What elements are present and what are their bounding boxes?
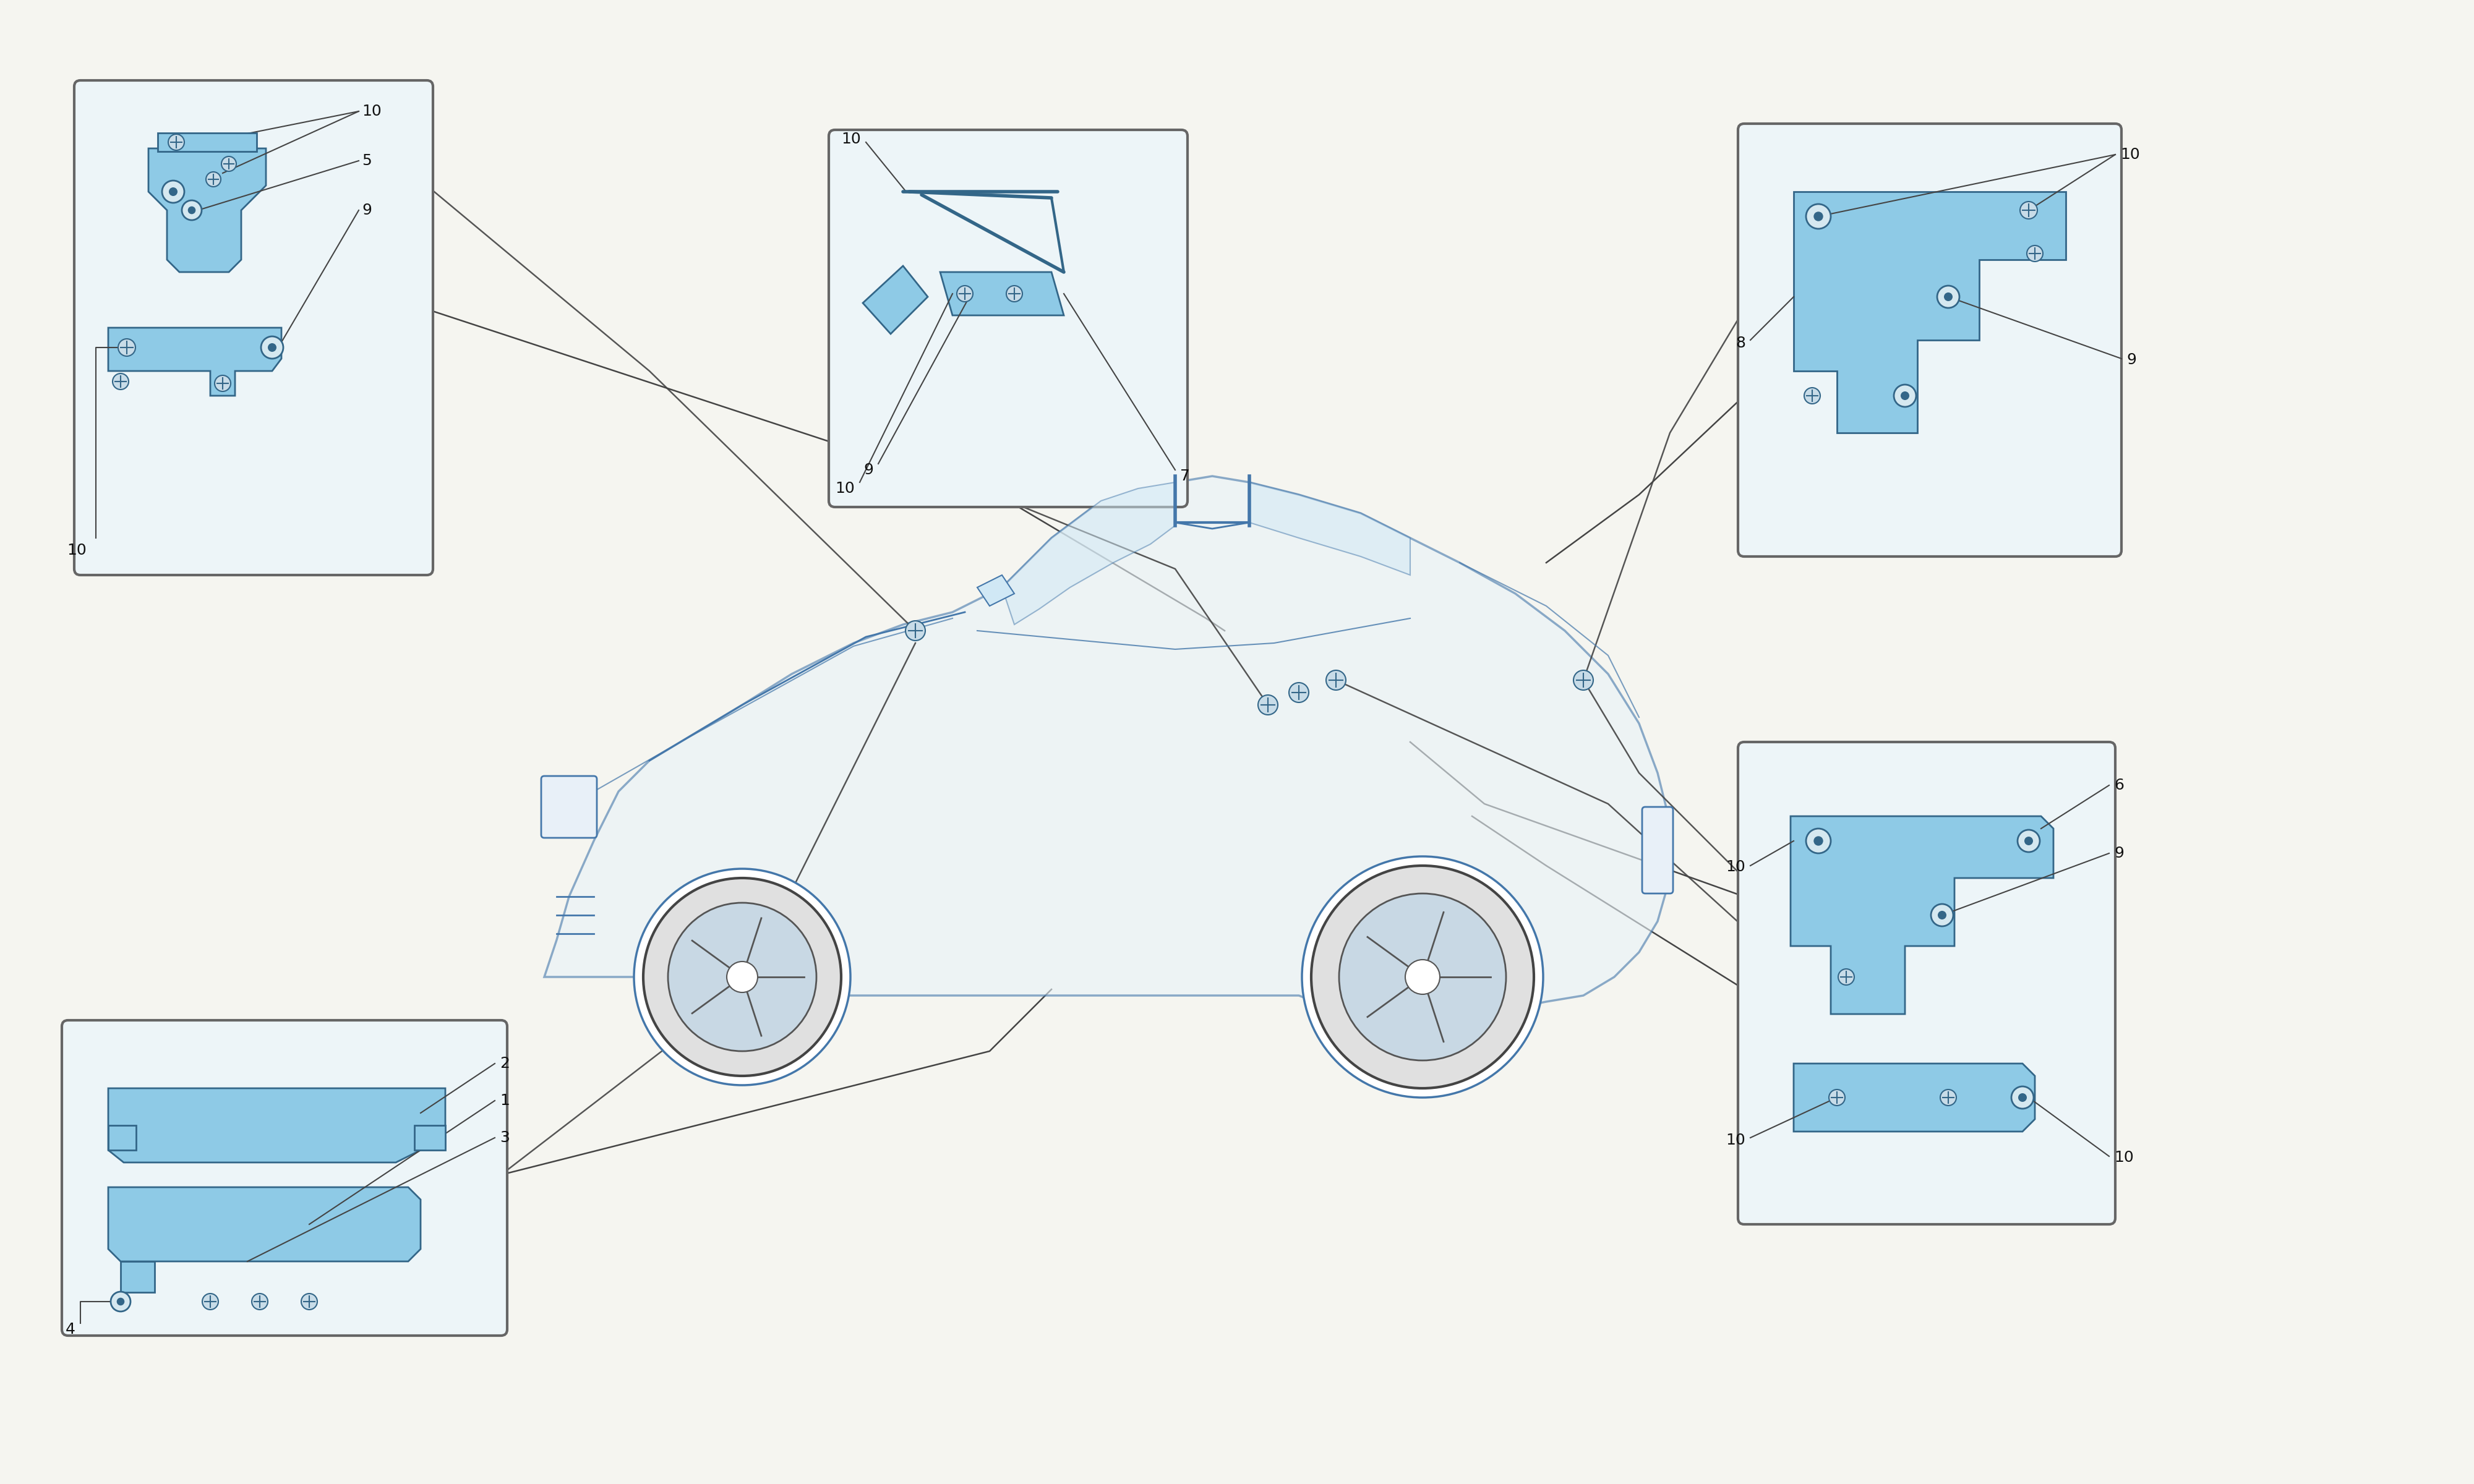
Circle shape: [1289, 683, 1309, 702]
Polygon shape: [158, 134, 257, 151]
Text: 3: 3: [500, 1131, 510, 1146]
Circle shape: [1338, 893, 1507, 1061]
FancyBboxPatch shape: [542, 776, 596, 838]
Circle shape: [1930, 904, 1954, 926]
Circle shape: [1895, 384, 1915, 407]
Circle shape: [262, 337, 282, 359]
Circle shape: [1259, 695, 1277, 715]
Polygon shape: [1794, 1064, 2034, 1131]
Polygon shape: [1249, 482, 1410, 574]
Circle shape: [114, 374, 129, 389]
Polygon shape: [1002, 482, 1175, 625]
Circle shape: [1806, 828, 1831, 853]
Circle shape: [1813, 837, 1823, 846]
FancyBboxPatch shape: [1643, 807, 1672, 893]
Circle shape: [188, 206, 195, 214]
FancyBboxPatch shape: [829, 129, 1188, 508]
Circle shape: [2024, 837, 2034, 844]
Polygon shape: [1791, 816, 2053, 1014]
Circle shape: [905, 620, 925, 641]
Circle shape: [1301, 856, 1544, 1098]
Circle shape: [633, 868, 851, 1085]
Circle shape: [116, 1298, 124, 1304]
Circle shape: [1900, 392, 1910, 399]
Text: 10: 10: [1727, 1132, 1747, 1147]
Polygon shape: [109, 328, 282, 396]
Polygon shape: [109, 1088, 445, 1162]
Circle shape: [2019, 202, 2039, 218]
Polygon shape: [1794, 191, 2066, 433]
Polygon shape: [416, 1125, 445, 1150]
Text: 9: 9: [2128, 352, 2135, 367]
Circle shape: [302, 1294, 317, 1309]
Circle shape: [1937, 285, 1959, 307]
FancyBboxPatch shape: [1737, 742, 2115, 1224]
Text: 2: 2: [500, 1057, 510, 1071]
Circle shape: [957, 285, 972, 301]
Circle shape: [1405, 960, 1440, 994]
Polygon shape: [863, 266, 928, 334]
Circle shape: [183, 200, 203, 220]
FancyBboxPatch shape: [62, 1021, 507, 1336]
Text: 9: 9: [2113, 846, 2123, 861]
Circle shape: [168, 134, 183, 150]
Polygon shape: [544, 476, 1670, 1021]
Polygon shape: [148, 148, 267, 272]
Circle shape: [1806, 203, 1831, 229]
Polygon shape: [940, 272, 1064, 315]
Text: 10: 10: [2120, 147, 2140, 162]
Circle shape: [223, 156, 238, 171]
Circle shape: [163, 181, 183, 203]
Circle shape: [2019, 830, 2039, 852]
Circle shape: [1828, 1089, 1846, 1106]
Text: 9: 9: [361, 203, 371, 218]
Circle shape: [215, 375, 230, 392]
Text: 10: 10: [836, 481, 856, 496]
Text: 10: 10: [361, 104, 381, 119]
Circle shape: [2019, 1094, 2026, 1101]
Text: 8: 8: [1737, 335, 1747, 350]
Circle shape: [111, 1291, 131, 1312]
Circle shape: [1937, 911, 1947, 919]
Circle shape: [1573, 671, 1593, 690]
Text: 9: 9: [863, 463, 873, 478]
Circle shape: [1945, 292, 1952, 301]
Circle shape: [1007, 285, 1022, 301]
Circle shape: [205, 172, 220, 187]
Circle shape: [2011, 1086, 2034, 1109]
Text: 5: 5: [361, 153, 371, 168]
Circle shape: [2026, 245, 2044, 261]
Circle shape: [1838, 969, 1856, 985]
Circle shape: [727, 962, 757, 993]
Circle shape: [1940, 1089, 1957, 1106]
Circle shape: [1804, 387, 1821, 404]
Circle shape: [643, 879, 841, 1076]
Circle shape: [252, 1294, 267, 1309]
Polygon shape: [109, 1187, 421, 1261]
FancyBboxPatch shape: [74, 80, 433, 574]
Circle shape: [267, 344, 277, 352]
Circle shape: [668, 902, 816, 1051]
FancyBboxPatch shape: [1737, 123, 2123, 556]
Circle shape: [119, 338, 136, 356]
Text: 10: 10: [2113, 1150, 2133, 1165]
Text: 1: 1: [500, 1094, 510, 1109]
Circle shape: [1326, 671, 1346, 690]
Text: 6: 6: [2113, 778, 2123, 792]
Polygon shape: [109, 1125, 136, 1150]
Circle shape: [203, 1294, 218, 1309]
Text: 10: 10: [67, 543, 87, 558]
Circle shape: [1813, 212, 1823, 221]
Text: 4: 4: [64, 1322, 74, 1337]
Circle shape: [168, 188, 178, 196]
Polygon shape: [121, 1261, 153, 1293]
Text: 7: 7: [1180, 469, 1190, 484]
Circle shape: [1311, 865, 1534, 1088]
Text: 10: 10: [841, 132, 861, 147]
Text: 10: 10: [1727, 859, 1747, 874]
Polygon shape: [977, 574, 1014, 605]
